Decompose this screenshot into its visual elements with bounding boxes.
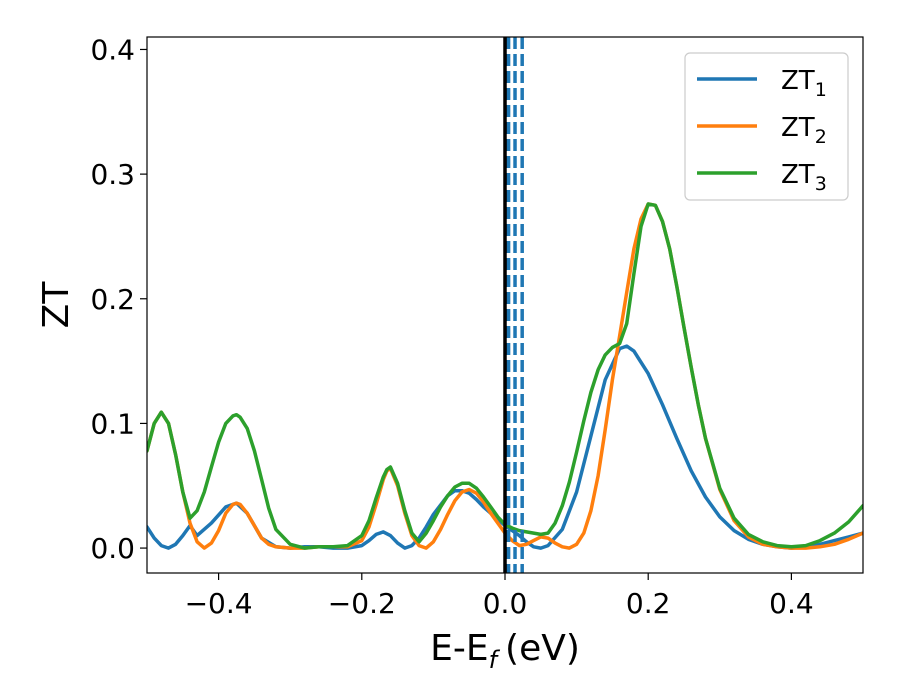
x-tick-label: −0.4 xyxy=(185,587,253,620)
y-tick-label: 0.0 xyxy=(90,532,135,565)
x-tick-label: −0.2 xyxy=(328,587,396,620)
x-axis-label-subscript: f xyxy=(489,646,501,674)
y-tick-label: 0.3 xyxy=(90,158,135,191)
x-tick-label: 0.0 xyxy=(483,587,528,620)
y-axis-label: ZT xyxy=(36,281,77,329)
x-axis-label-unit: (eV) xyxy=(505,628,580,669)
axis-ticks: −0.4 −0.2 0.0 0.2 0.4 0.0 0.1 0.2 0.3 0.4 xyxy=(90,33,813,620)
legend-box xyxy=(684,52,849,201)
legend-label-zt1: ZT1 xyxy=(781,66,827,101)
series-layer xyxy=(147,37,863,573)
x-tick-label: 0.4 xyxy=(769,587,814,620)
legend-label-zt3: ZT3 xyxy=(781,160,827,195)
y-tick-label: 0.1 xyxy=(90,407,135,440)
x-axis-label: E-Ef (eV) xyxy=(430,628,580,674)
y-tick-label: 0.4 xyxy=(90,33,135,66)
x-tick-label: 0.2 xyxy=(626,587,671,620)
x-axis-label-main: E-E xyxy=(430,628,488,669)
series-line-zt3 xyxy=(147,202,863,550)
legend-label-zt2: ZT2 xyxy=(781,113,827,148)
legend: ZT1 ZT2 ZT3 xyxy=(684,52,849,201)
y-tick-label: 0.2 xyxy=(90,283,135,316)
